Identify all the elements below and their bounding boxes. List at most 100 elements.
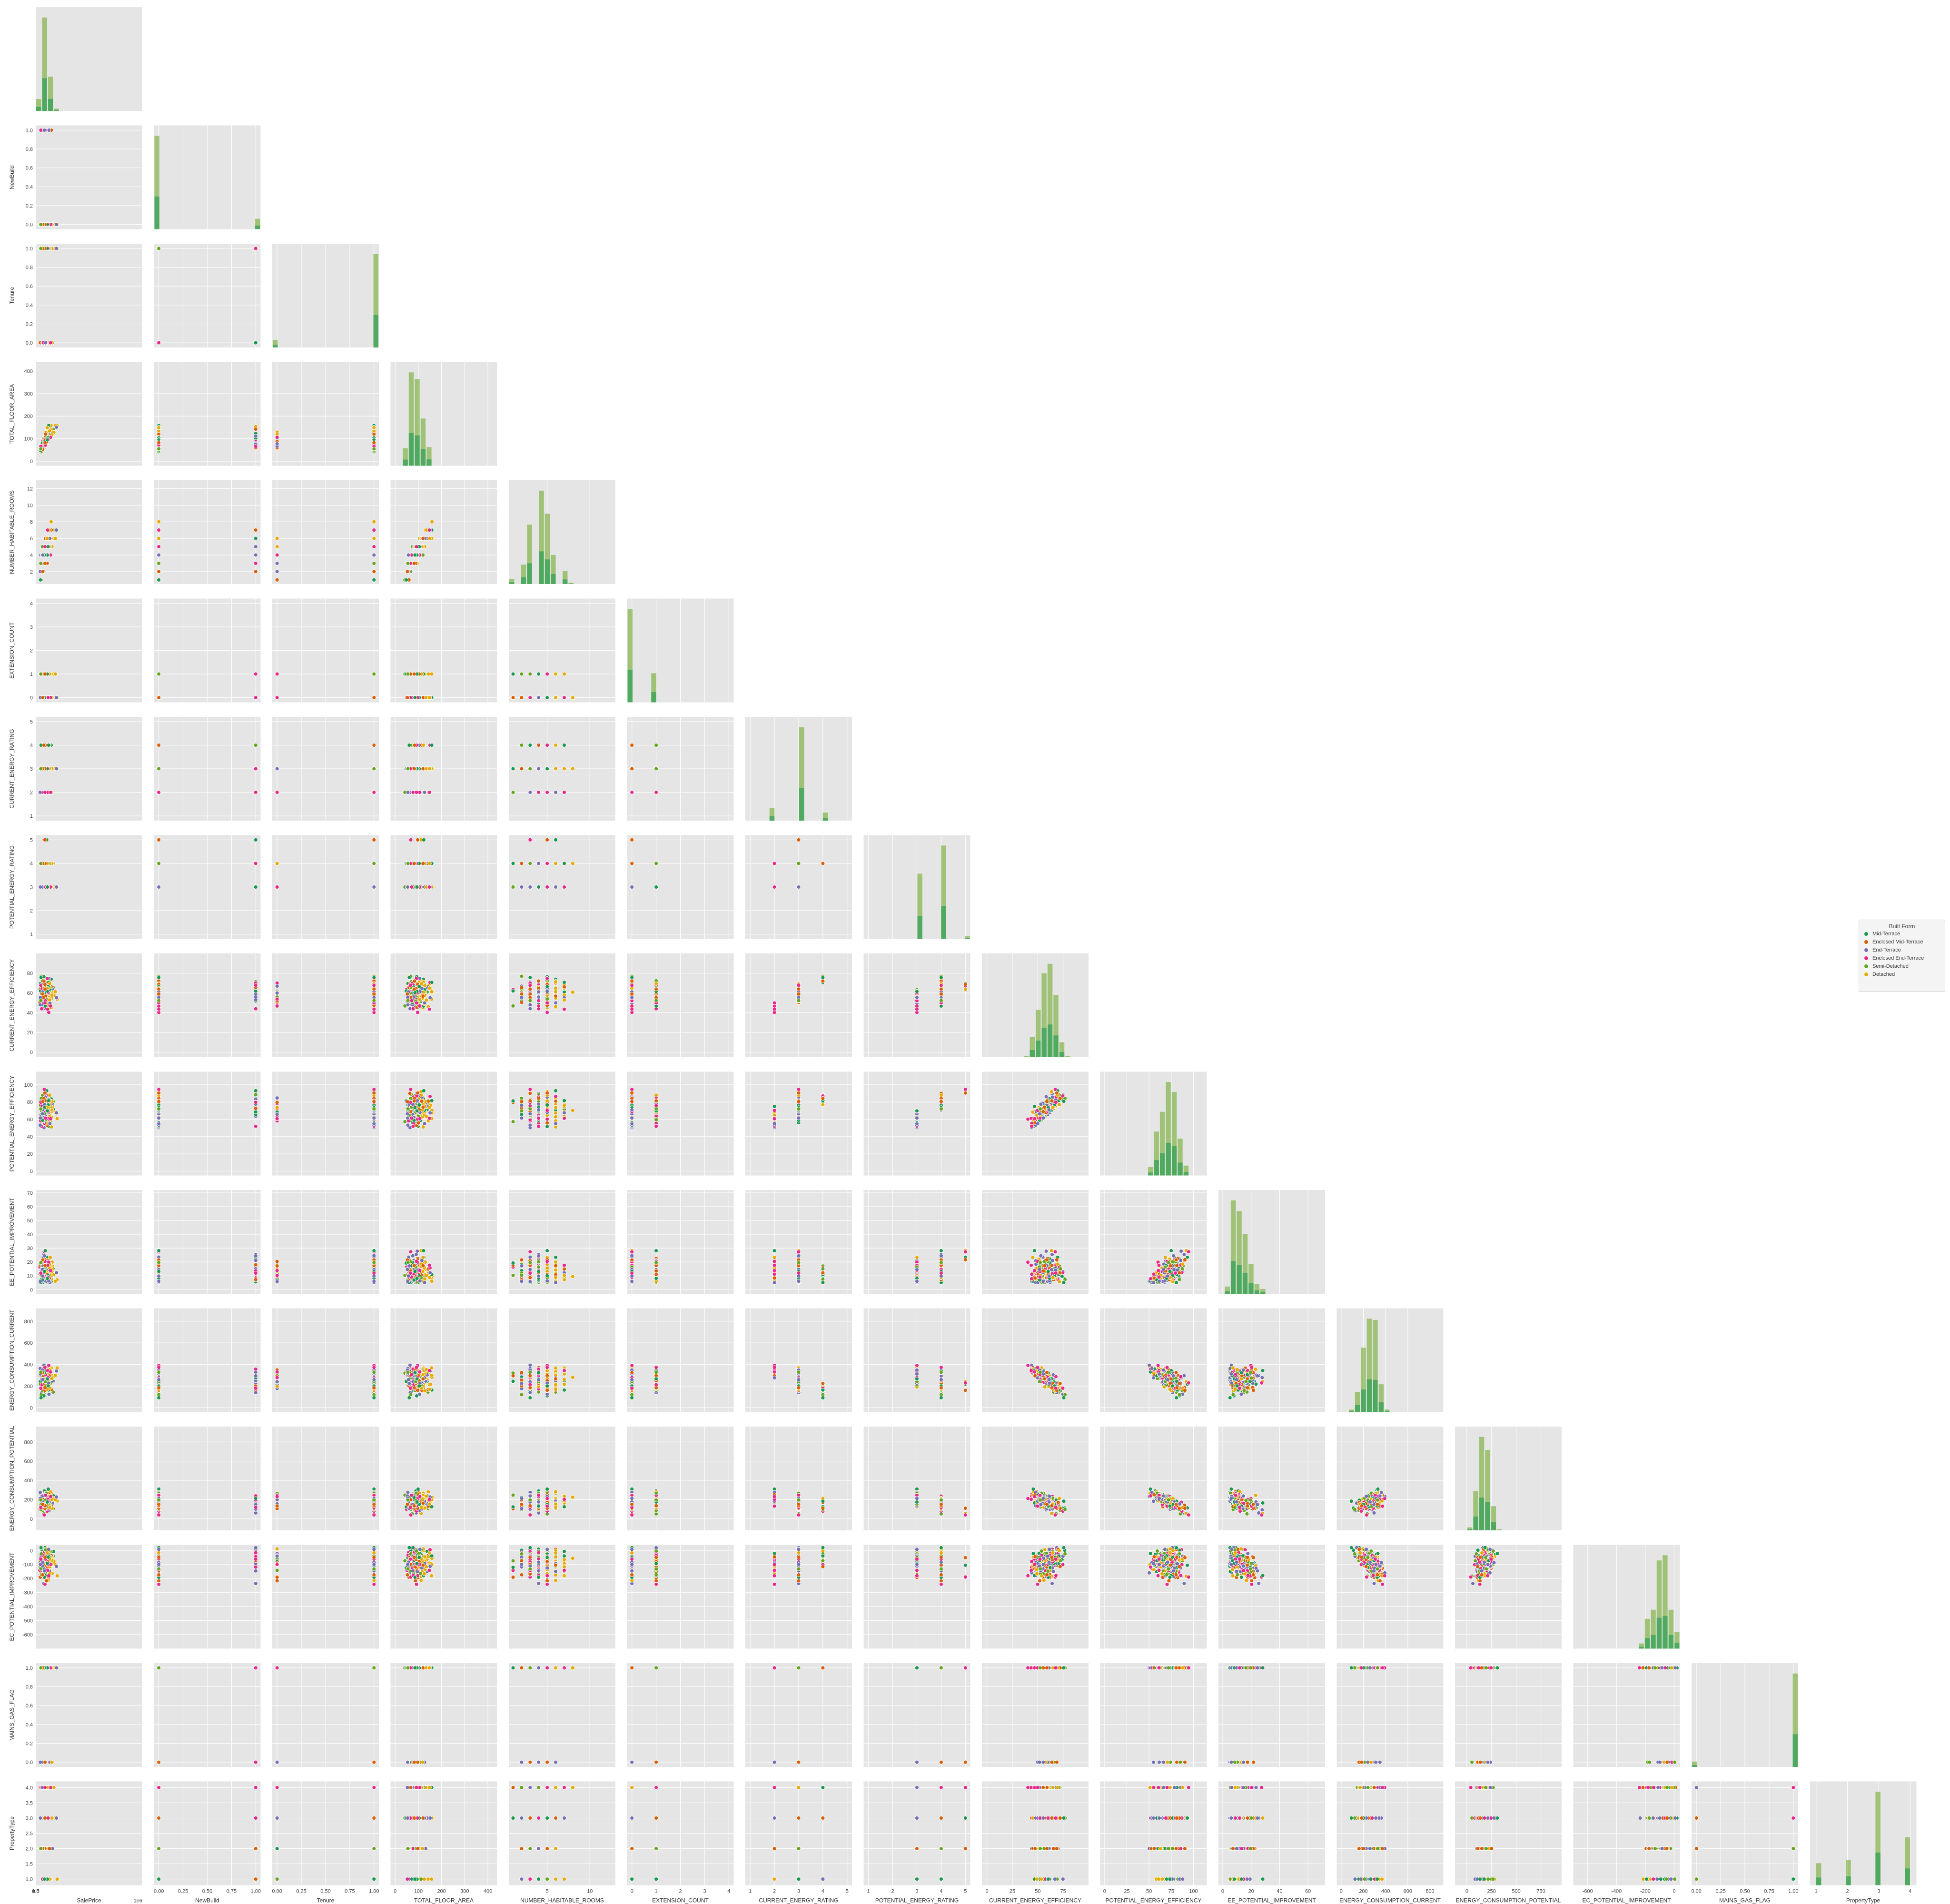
scatter-point xyxy=(571,695,575,700)
scatter-point xyxy=(157,672,161,676)
histogram-bar xyxy=(539,551,544,584)
histogram-bar xyxy=(255,225,260,229)
scatter-point xyxy=(253,545,258,549)
scatter-point xyxy=(43,672,47,676)
scatter-point xyxy=(372,672,376,676)
scatter-point xyxy=(157,790,161,794)
scatter-point xyxy=(253,695,258,700)
scatter-point xyxy=(43,790,47,794)
cell-background xyxy=(36,7,142,111)
pairplot-cell xyxy=(154,598,261,703)
y-tick-label: 1 xyxy=(30,813,33,819)
scatter-point xyxy=(54,246,59,251)
scatter-point xyxy=(429,743,434,747)
y-axis-label: Tenure xyxy=(9,287,15,304)
scatter-point xyxy=(157,340,161,345)
scatter-point xyxy=(253,553,258,557)
y-tick-label: 0.6 xyxy=(26,166,33,171)
scatter-point xyxy=(562,672,566,676)
scatter-point xyxy=(39,246,43,251)
histogram-bar xyxy=(627,669,633,703)
scatter-point xyxy=(406,553,411,557)
scatter-point xyxy=(429,672,434,676)
scatter-point xyxy=(43,340,48,345)
scatter-point xyxy=(39,561,43,565)
scatter-point xyxy=(275,561,279,565)
scatter-point xyxy=(562,695,566,700)
y-tick-label: 200 xyxy=(24,414,33,419)
scatter-point xyxy=(40,695,45,700)
scatter-point xyxy=(372,446,376,451)
scatter-point xyxy=(45,426,49,430)
y-tick-label: 10 xyxy=(27,503,33,508)
y-tick-label: 3 xyxy=(30,766,33,772)
scatter-point xyxy=(406,766,410,771)
scatter-point xyxy=(372,440,376,445)
scatter-point xyxy=(275,790,279,794)
histogram-bar xyxy=(154,196,159,229)
scatter-point xyxy=(39,766,43,771)
scatter-point xyxy=(40,569,45,574)
scatter-point xyxy=(157,536,161,541)
scatter-point xyxy=(275,766,279,771)
scatter-point xyxy=(412,672,416,676)
scatter-point xyxy=(528,695,533,700)
scatter-point xyxy=(427,536,432,541)
scatter-point xyxy=(511,672,515,676)
histogram-bar xyxy=(54,109,59,111)
scatter-point xyxy=(54,695,59,700)
y-tick-label: 100 xyxy=(24,436,33,442)
scatter-point xyxy=(275,553,279,557)
scatter-point xyxy=(571,766,575,771)
cell-background xyxy=(390,480,497,584)
scatter-point xyxy=(372,569,376,574)
scatter-point xyxy=(45,528,50,532)
scatter-point xyxy=(372,743,376,747)
scatter-point xyxy=(405,569,410,574)
scatter-point xyxy=(275,695,279,700)
pairplot-cell xyxy=(272,480,379,584)
y-tick-label: 1.0 xyxy=(26,246,33,252)
scatter-point xyxy=(39,128,43,132)
scatter-point xyxy=(536,672,541,676)
scatter-point xyxy=(536,695,541,700)
pairplot-cell xyxy=(509,717,615,821)
scatter-point xyxy=(157,766,161,771)
cell-background xyxy=(36,125,142,229)
scatter-point xyxy=(427,695,432,700)
y-tick-label: 1.0 xyxy=(26,128,33,133)
scatter-point xyxy=(421,536,426,541)
histogram-bar xyxy=(408,433,414,466)
y-axis-label: CURRENT_ENERGY_RATING xyxy=(9,729,15,808)
histogram-bar xyxy=(420,449,426,466)
scatter-point xyxy=(48,790,53,794)
scatter-point xyxy=(406,672,410,676)
scatter-point xyxy=(157,446,161,451)
scatter-point xyxy=(253,569,258,574)
scatter-point xyxy=(54,766,59,771)
pairplot-cell xyxy=(627,598,734,703)
y-tick-label: 300 xyxy=(24,391,33,397)
scatter-point xyxy=(253,561,258,565)
scatter-point xyxy=(412,743,417,747)
histogram-bar xyxy=(403,459,408,466)
y-tick-label: 8 xyxy=(30,519,33,525)
scatter-point xyxy=(157,426,161,430)
scatter-point xyxy=(157,577,161,582)
y-tick-label: 4 xyxy=(30,601,33,606)
y-tick-label: 1 xyxy=(30,672,33,677)
pairplot-cell xyxy=(154,362,261,466)
scatter-point xyxy=(157,695,161,700)
scatter-point xyxy=(43,561,47,565)
scatter-point xyxy=(275,442,279,446)
pairplot-cell xyxy=(390,717,497,821)
histogram-bar xyxy=(415,435,420,466)
scatter-point xyxy=(275,545,279,549)
histogram-bar xyxy=(42,17,47,111)
histogram-bar xyxy=(544,559,550,584)
pairplot-cell xyxy=(272,717,379,821)
scatter-point xyxy=(413,553,417,557)
